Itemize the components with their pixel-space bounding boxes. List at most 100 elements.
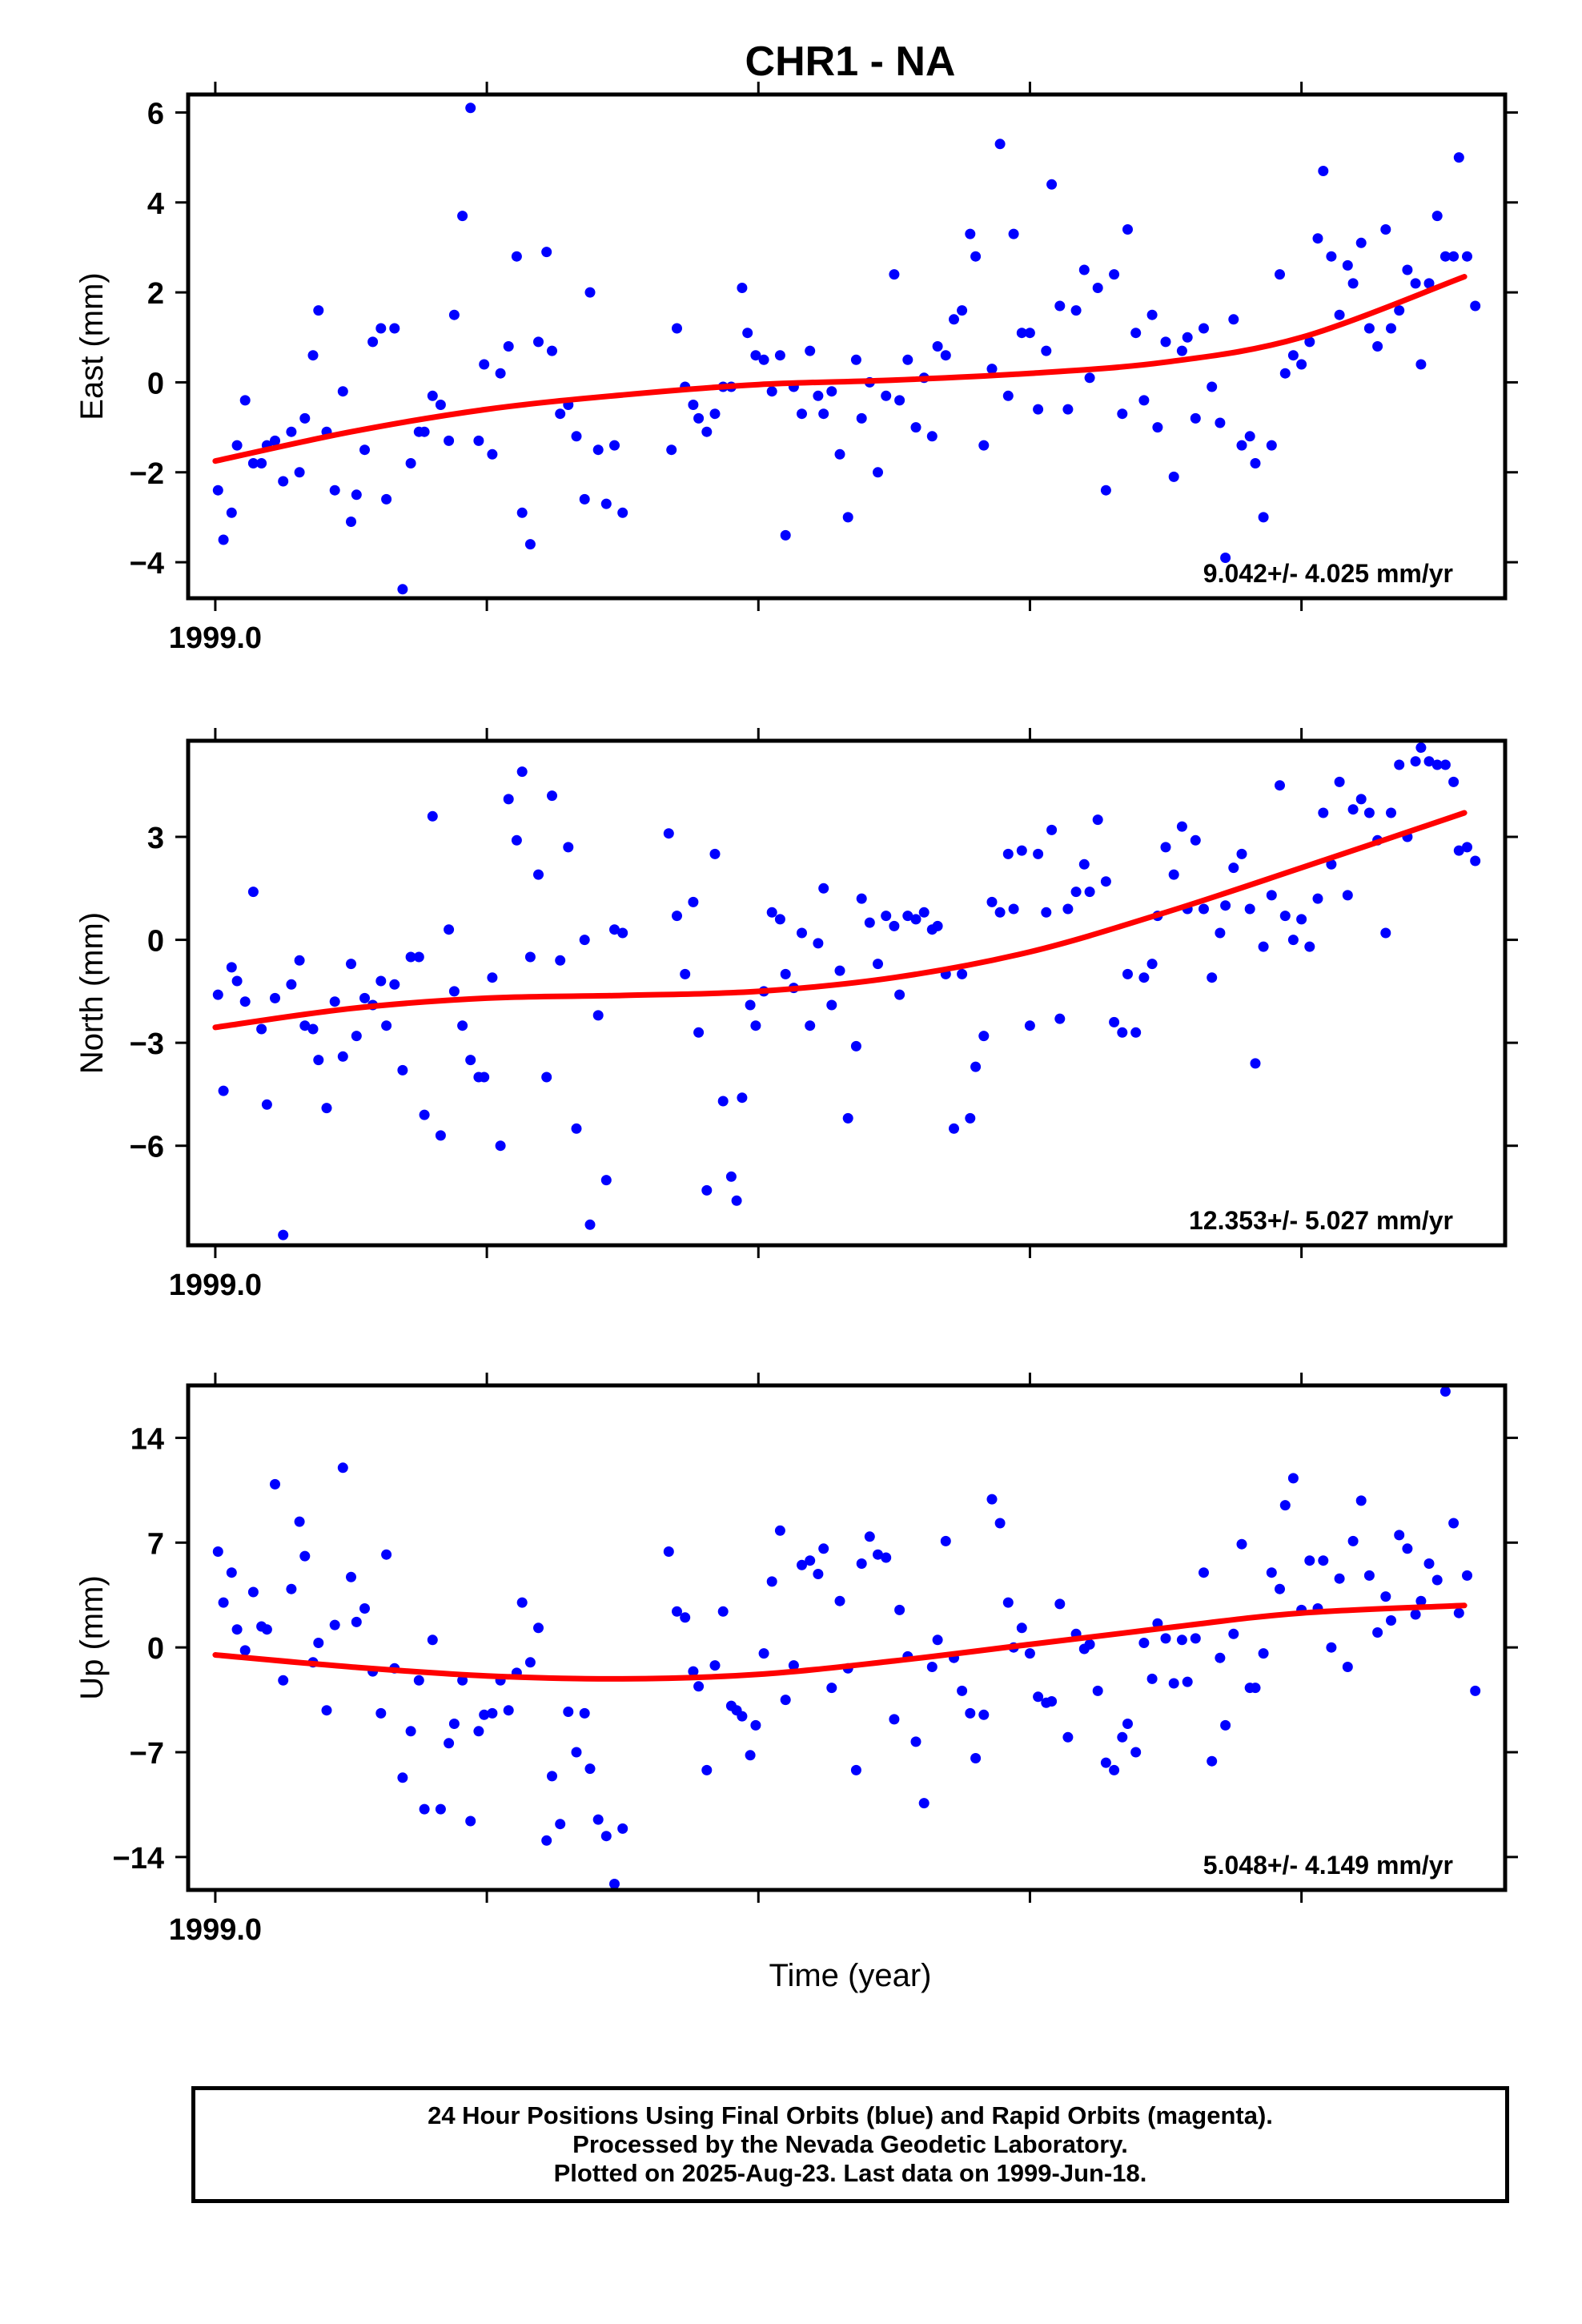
data-point	[1122, 968, 1133, 979]
data-point	[1190, 834, 1201, 846]
data-point	[1355, 237, 1367, 248]
data-point	[435, 1130, 446, 1141]
data-point	[1342, 1662, 1353, 1672]
data-point	[1453, 152, 1464, 163]
data-point	[1215, 927, 1226, 939]
data-point	[1046, 1696, 1058, 1707]
data-point	[1250, 458, 1261, 468]
data-point	[1084, 887, 1095, 898]
data-point	[672, 911, 682, 922]
data-point	[834, 448, 845, 460]
data-point	[834, 1595, 845, 1606]
data-point	[1033, 848, 1044, 859]
data-point	[1410, 278, 1421, 289]
data-point	[563, 842, 574, 853]
y-tick-label: −14	[113, 1842, 164, 1876]
data-point	[1439, 1386, 1451, 1397]
data-point	[278, 1675, 289, 1686]
caption-line-3: Plotted on 2025-Aug-23. Last data on 199…	[553, 2159, 1147, 2187]
data-point	[419, 1803, 430, 1815]
data-point	[994, 1518, 1006, 1529]
data-point	[994, 907, 1006, 918]
data-point	[1199, 323, 1209, 334]
data-point	[218, 534, 229, 545]
data-point	[389, 979, 400, 990]
data-point	[503, 1705, 514, 1716]
data-point	[797, 408, 807, 420]
data-point	[1138, 1638, 1150, 1648]
data-point	[1070, 887, 1082, 898]
data-point	[270, 992, 280, 1003]
data-point	[978, 1709, 990, 1720]
data-point	[1304, 941, 1315, 952]
data-point	[419, 426, 430, 437]
data-point	[381, 1549, 392, 1560]
data-point	[889, 1714, 900, 1725]
data-point	[688, 1666, 699, 1677]
data-point	[663, 1546, 674, 1557]
data-point	[346, 1571, 356, 1582]
data-point	[256, 1023, 267, 1035]
data-point	[926, 1662, 938, 1672]
data-point	[1287, 1473, 1299, 1484]
data-point	[709, 848, 721, 859]
data-point	[797, 927, 807, 939]
data-point	[547, 790, 557, 802]
data-point	[1228, 1628, 1239, 1639]
data-point	[1431, 211, 1443, 222]
data-point	[1092, 814, 1103, 826]
data-point	[503, 341, 514, 352]
data-point	[856, 893, 867, 904]
data-point	[970, 1753, 982, 1763]
data-point	[1470, 300, 1481, 312]
data-point	[826, 386, 837, 397]
data-point	[1410, 1609, 1421, 1620]
data-point	[709, 408, 721, 420]
data-point	[495, 1140, 506, 1152]
data-point	[1266, 1567, 1277, 1578]
data-point	[1002, 1597, 1014, 1608]
data-point	[1334, 776, 1345, 787]
data-point	[444, 1738, 455, 1749]
data-point	[1190, 412, 1201, 424]
data-point	[547, 345, 557, 356]
data-point	[717, 1606, 729, 1617]
data-point	[1117, 408, 1128, 420]
east-panel: 6 4 2 0 −2 −4 1999.0 East (mm) 9.042+/- 4.025 mm…	[74, 82, 1518, 655]
data-point	[701, 1184, 713, 1196]
data-point	[405, 1726, 416, 1737]
data-point	[359, 444, 370, 456]
data-point	[1266, 890, 1277, 901]
data-point	[524, 539, 536, 550]
data-point	[381, 1020, 392, 1031]
data-point	[813, 1569, 824, 1579]
east-rate-label: 9.042+/- 4.025 mm/yr	[1203, 559, 1453, 588]
data-point	[1160, 1633, 1171, 1644]
data-point	[1054, 300, 1066, 312]
y-tick-label: −7	[130, 1737, 164, 1771]
data-point	[1347, 1535, 1359, 1546]
data-point	[1084, 1638, 1095, 1650]
data-point	[1334, 309, 1345, 320]
up-panel: 14 7 0 −7 −14 1999.0 Up (mm) 5.048+/- 4.149 mm/…	[74, 1373, 1518, 1947]
data-point	[600, 1831, 612, 1842]
data-point	[894, 395, 905, 406]
data-point	[818, 408, 829, 420]
data-point	[487, 972, 498, 983]
data-point	[688, 896, 699, 907]
data-point	[1160, 842, 1171, 853]
data-point	[1342, 259, 1353, 271]
data-point	[226, 507, 237, 518]
data-point	[1402, 264, 1413, 275]
data-point	[457, 1020, 468, 1031]
data-point	[516, 1597, 528, 1608]
data-point	[750, 350, 761, 361]
data-point	[1033, 404, 1044, 415]
data-point	[609, 440, 620, 451]
data-point	[524, 951, 536, 963]
data-point	[1236, 1538, 1247, 1550]
data-point	[473, 435, 484, 446]
data-point	[1448, 251, 1460, 262]
data-point	[555, 955, 566, 966]
data-point	[965, 1112, 976, 1124]
